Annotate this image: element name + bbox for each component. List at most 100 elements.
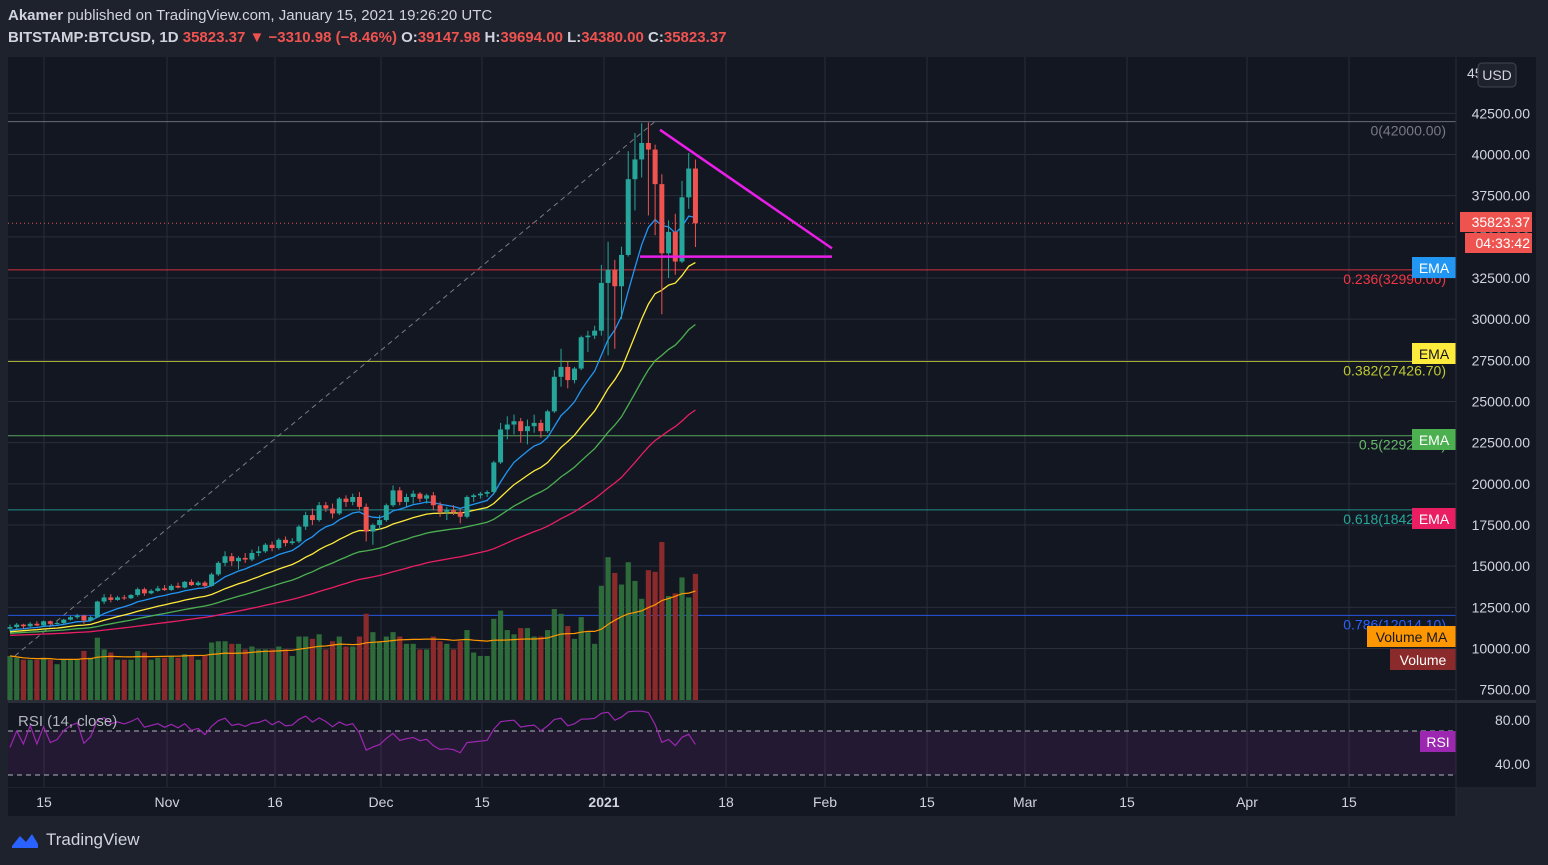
volume-bar bbox=[692, 573, 699, 700]
rsi-tick-label: 80.00 bbox=[1495, 712, 1530, 728]
volume-bar bbox=[430, 636, 436, 700]
countdown-badge bbox=[1465, 233, 1532, 253]
candle-body bbox=[27, 623, 33, 627]
volume-bar bbox=[531, 636, 537, 700]
symbol-ticker[interactable]: BITSTAMP:BTCUSD, 1D bbox=[8, 29, 179, 46]
rsi-tick-label: 40.00 bbox=[1495, 756, 1530, 772]
candle-body bbox=[585, 335, 591, 338]
volume-bar bbox=[605, 557, 611, 700]
publisher-name[interactable]: Akamer bbox=[8, 7, 64, 24]
candle-body bbox=[115, 597, 121, 600]
price-scale bbox=[1456, 57, 1536, 787]
time-tick-label: Apr bbox=[1236, 794, 1258, 810]
volume-bar bbox=[20, 659, 27, 700]
volume-bar bbox=[101, 649, 107, 700]
volume-series bbox=[7, 542, 699, 700]
candle-body bbox=[195, 582, 201, 586]
volume-bar bbox=[592, 643, 598, 700]
volume-bar bbox=[639, 598, 645, 700]
volume-bar bbox=[195, 659, 201, 700]
candle-body bbox=[619, 254, 625, 287]
volume-bar bbox=[215, 641, 221, 700]
candle-body bbox=[477, 493, 483, 496]
rsi-line bbox=[9, 710, 696, 754]
volume-bar bbox=[632, 580, 638, 700]
candle-body bbox=[309, 515, 315, 521]
tradingview-footer[interactable]: TradingView bbox=[10, 830, 140, 850]
volume-bar bbox=[7, 655, 13, 700]
price-tick-label: 17500.00 bbox=[1472, 517, 1531, 533]
candle-body bbox=[612, 269, 618, 287]
candle-body bbox=[471, 495, 477, 497]
volume-bar bbox=[61, 659, 67, 700]
candle-body bbox=[34, 623, 40, 626]
volume-bar bbox=[155, 657, 161, 700]
volume-bar bbox=[323, 649, 329, 700]
volume-bar bbox=[14, 657, 20, 700]
volume-bar bbox=[128, 659, 134, 700]
volume-bar bbox=[289, 655, 295, 700]
candle-body bbox=[363, 506, 369, 532]
candle-body bbox=[457, 511, 463, 517]
volume-bar bbox=[235, 643, 242, 700]
volume-bar bbox=[135, 650, 141, 700]
volume-bar bbox=[491, 618, 497, 700]
price-tick-label: 7500.00 bbox=[1479, 682, 1530, 698]
candle-body bbox=[67, 617, 73, 620]
candle-body bbox=[524, 426, 530, 432]
volume-bar bbox=[303, 636, 309, 700]
close-value: 35823.37 bbox=[663, 29, 727, 46]
volume-bar bbox=[27, 659, 33, 700]
candle-body bbox=[417, 493, 423, 499]
candle-body bbox=[666, 231, 672, 254]
candle-body bbox=[464, 496, 470, 517]
volume-bar bbox=[377, 641, 383, 700]
time-tick-label: 16 bbox=[267, 794, 283, 810]
candle-body bbox=[692, 168, 698, 224]
volume-bar bbox=[471, 652, 477, 700]
volume-bar bbox=[343, 646, 349, 700]
candle-body bbox=[108, 597, 114, 600]
candle-body bbox=[47, 621, 53, 624]
candle-body bbox=[350, 496, 356, 502]
volume-bar bbox=[296, 636, 302, 700]
candle-series bbox=[7, 122, 698, 632]
indicator-label-badge bbox=[1412, 257, 1456, 278]
volume-bar bbox=[54, 664, 60, 700]
time-tick-label: Feb bbox=[813, 794, 837, 810]
candle-body bbox=[209, 574, 215, 586]
candle-body bbox=[242, 557, 248, 560]
candle-body bbox=[330, 508, 336, 514]
rsi-band bbox=[8, 731, 1456, 775]
volume-bar bbox=[329, 641, 336, 700]
volume-bar bbox=[618, 584, 625, 700]
candle-body bbox=[592, 330, 598, 336]
volume-bar bbox=[450, 649, 457, 700]
currency-label[interactable]: USD bbox=[1482, 67, 1512, 83]
candle-body bbox=[511, 421, 517, 425]
candle-body bbox=[235, 557, 241, 562]
candle-body bbox=[578, 337, 584, 369]
candle-body bbox=[74, 615, 80, 618]
candle-body bbox=[679, 197, 685, 262]
time-tick-label: Nov bbox=[155, 794, 180, 810]
candle-body bbox=[424, 495, 430, 499]
volume-bar bbox=[497, 610, 504, 700]
publish-info: Akamer published on TradingView.com, Jan… bbox=[8, 6, 492, 26]
ema-line bbox=[9, 215, 696, 632]
fib-trendline bbox=[7, 121, 656, 663]
candle-body bbox=[484, 492, 490, 494]
candle-body bbox=[343, 498, 349, 502]
volume-bar bbox=[74, 659, 80, 700]
volume-bar bbox=[686, 597, 692, 700]
volume-bar bbox=[168, 655, 174, 700]
rsi-badge bbox=[1420, 731, 1456, 752]
candle-body bbox=[168, 585, 174, 591]
volume-bar bbox=[524, 628, 531, 700]
symbol-legend: BITSTAMP:BTCUSD, 1D 35823.37 ▼ −3310.98 … bbox=[8, 29, 726, 46]
candle-body bbox=[686, 168, 692, 198]
candle-body bbox=[383, 505, 389, 521]
volume-bar bbox=[121, 659, 127, 700]
volume-bar bbox=[551, 609, 557, 700]
